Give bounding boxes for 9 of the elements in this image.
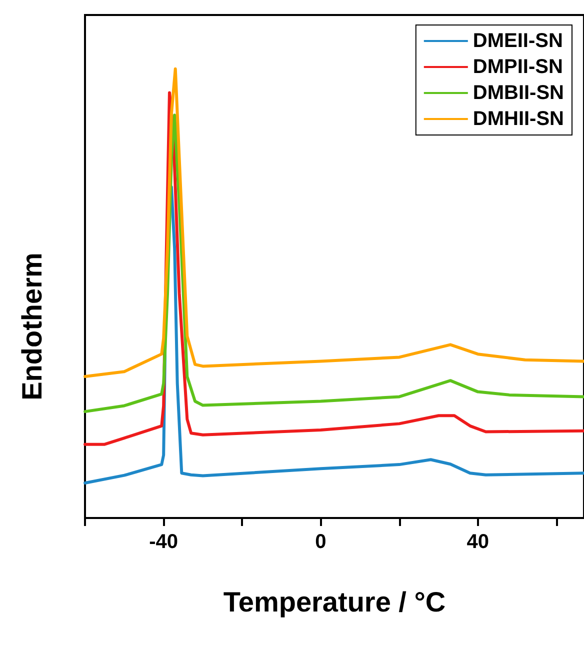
legend-label: DMHII-SN	[472, 108, 564, 130]
legend-label: DMPII-SN	[472, 56, 563, 78]
x-tick-label: 0	[315, 531, 326, 553]
y-axis-title: Endotherm	[16, 252, 48, 400]
x-tick-label: -40	[149, 531, 178, 553]
legend-label: DMBII-SN	[472, 82, 564, 104]
legend-label: DMEII-SN	[472, 30, 563, 52]
x-tick-label: 40	[466, 531, 490, 553]
x-axis-title: Temperature / °C	[223, 586, 446, 618]
